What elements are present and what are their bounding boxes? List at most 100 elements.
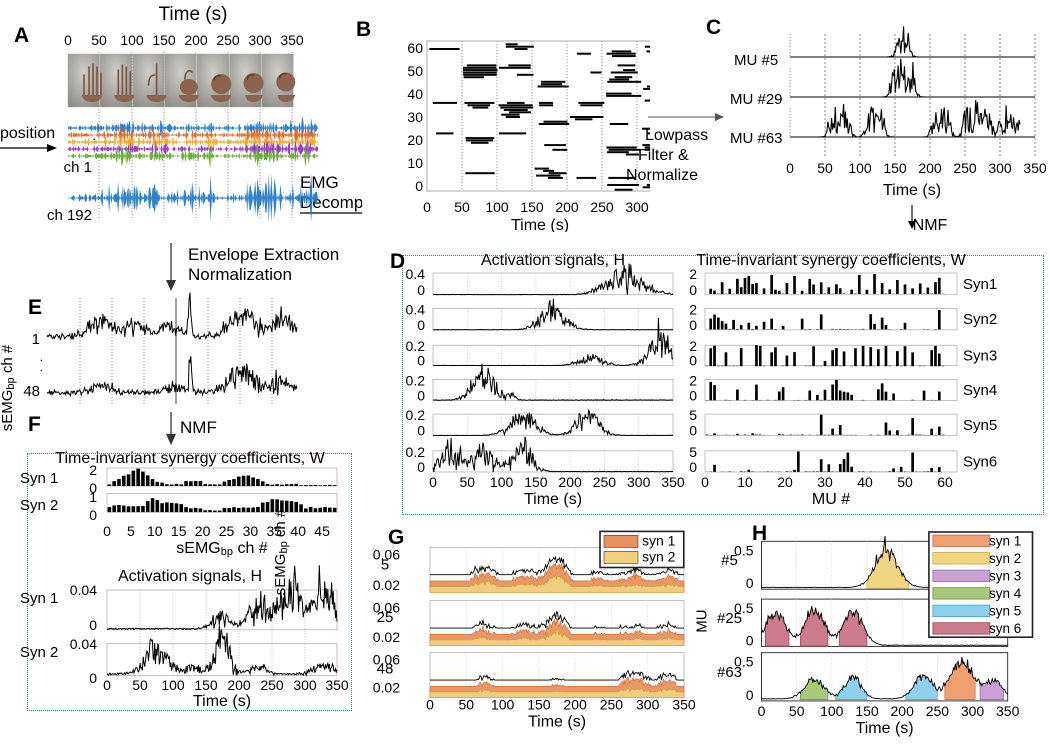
svg-text:0: 0 <box>689 353 697 369</box>
svg-text:0.2: 0.2 <box>406 372 426 388</box>
svg-text:0.02: 0.02 <box>373 679 400 695</box>
svg-text:syn 3: syn 3 <box>989 569 1021 584</box>
svg-text:0: 0 <box>701 474 709 490</box>
svg-text:0: 0 <box>689 388 697 404</box>
svg-text:0: 0 <box>417 317 425 333</box>
svg-text:Syn 2: Syn 2 <box>20 497 58 514</box>
svg-text:#25: #25 <box>717 610 742 627</box>
svg-text:0: 0 <box>417 353 425 369</box>
svg-text:syn 2: syn 2 <box>989 551 1021 566</box>
svg-text:Time (s): Time (s) <box>528 713 586 730</box>
svg-text:0: 0 <box>746 632 754 648</box>
svg-text:10: 10 <box>147 523 163 539</box>
svg-text:200: 200 <box>558 474 582 490</box>
svg-text:2: 2 <box>689 372 697 388</box>
svg-text:0: 0 <box>786 160 794 176</box>
svg-text:0: 0 <box>417 423 425 439</box>
svg-text:0: 0 <box>689 282 697 298</box>
svg-text:syn 2: syn 2 <box>642 548 676 564</box>
svg-text:C: C <box>706 16 721 39</box>
svg-text:200: 200 <box>563 696 587 712</box>
svg-text:250: 250 <box>926 703 950 719</box>
svg-text:Time-invariant synergy coeffic: Time-invariant synergy coefficients, W <box>696 252 966 269</box>
svg-text:Time (s): Time (s) <box>856 720 914 737</box>
svg-text:Time (s): Time (s) <box>883 182 941 199</box>
svg-text:0: 0 <box>689 459 697 475</box>
svg-text:MU #: MU # <box>812 491 850 508</box>
svg-text:60: 60 <box>937 474 953 490</box>
svg-text:5: 5 <box>689 407 697 423</box>
svg-text:0: 0 <box>417 459 425 475</box>
svg-text:50: 50 <box>460 474 476 490</box>
svg-text:40: 40 <box>857 474 873 490</box>
svg-text:NMF: NMF <box>913 217 948 232</box>
svg-text:50: 50 <box>897 474 913 490</box>
svg-text:0.4: 0.4 <box>406 301 426 317</box>
svg-text:5: 5 <box>381 557 389 574</box>
svg-text:350: 350 <box>996 703 1020 719</box>
svg-text:350: 350 <box>325 677 349 693</box>
svg-text:Lowpass: Lowpass <box>645 127 708 144</box>
svg-text:0: 0 <box>89 617 97 633</box>
svg-text:0.04: 0.04 <box>70 582 97 598</box>
svg-text:250: 250 <box>593 474 617 490</box>
svg-text:20: 20 <box>195 523 211 539</box>
svg-text:40: 40 <box>290 523 306 539</box>
svg-text:Syn2: Syn2 <box>963 311 997 328</box>
svg-text:MU #29: MU #29 <box>730 91 783 108</box>
svg-text:Activation signals, H: Activation signals, H <box>118 568 262 585</box>
svg-text:100: 100 <box>490 474 514 490</box>
svg-text:0.02: 0.02 <box>373 577 400 593</box>
svg-text:syn 1: syn 1 <box>989 534 1021 549</box>
svg-text:20: 20 <box>777 474 793 490</box>
svg-text:#63: #63 <box>717 664 742 681</box>
svg-text:0: 0 <box>417 388 425 404</box>
svg-text:300: 300 <box>636 696 660 712</box>
svg-text:sEMGbp ch #: sEMGbp ch # <box>176 540 267 558</box>
svg-text:350: 350 <box>672 696 696 712</box>
svg-text:250: 250 <box>953 160 977 176</box>
svg-text:0: 0 <box>746 687 754 703</box>
svg-text:25: 25 <box>219 523 235 539</box>
svg-text:100: 100 <box>820 703 844 719</box>
svg-text:200: 200 <box>891 703 915 719</box>
svg-text:50: 50 <box>459 696 475 712</box>
svg-text:50: 50 <box>789 703 805 719</box>
svg-text:30: 30 <box>817 474 833 490</box>
svg-text:100: 100 <box>491 696 515 712</box>
svg-text:350: 350 <box>1023 160 1047 176</box>
svg-text:2: 2 <box>689 301 697 317</box>
svg-text:150: 150 <box>855 703 879 719</box>
svg-text:300: 300 <box>988 160 1012 176</box>
svg-text:25: 25 <box>377 609 394 626</box>
svg-text:NMF: NMF <box>180 418 217 437</box>
svg-text:0.02: 0.02 <box>373 629 400 645</box>
svg-text:300: 300 <box>293 677 317 693</box>
svg-text:Syn5: Syn5 <box>963 417 997 434</box>
svg-text:Time (s): Time (s) <box>193 693 251 710</box>
svg-text:250: 250 <box>600 696 624 712</box>
svg-text:D: D <box>390 250 405 273</box>
svg-text:Syn 1: Syn 1 <box>20 470 58 487</box>
svg-text:Syn 1: Syn 1 <box>20 590 58 607</box>
svg-text:0: 0 <box>746 575 754 591</box>
svg-text:#5: #5 <box>721 552 738 569</box>
svg-text:1: 1 <box>89 489 97 505</box>
svg-text:5: 5 <box>127 523 135 539</box>
svg-text:10: 10 <box>737 474 753 490</box>
svg-text:200: 200 <box>918 160 942 176</box>
svg-text:250: 250 <box>260 677 284 693</box>
svg-text:0: 0 <box>429 474 437 490</box>
svg-text:syn 5: syn 5 <box>989 604 1021 619</box>
svg-text:0: 0 <box>89 670 97 686</box>
svg-text:0.2: 0.2 <box>406 407 426 423</box>
svg-text:syn 4: syn 4 <box>989 586 1022 601</box>
svg-text:100: 100 <box>848 160 872 176</box>
svg-text:Normalize: Normalize <box>626 167 698 184</box>
svg-text:2: 2 <box>89 462 97 478</box>
svg-text:0.4: 0.4 <box>406 266 426 282</box>
svg-text:0.04: 0.04 <box>70 636 97 652</box>
svg-text:150: 150 <box>883 160 907 176</box>
svg-text:0: 0 <box>758 703 766 719</box>
svg-text:30: 30 <box>243 523 259 539</box>
